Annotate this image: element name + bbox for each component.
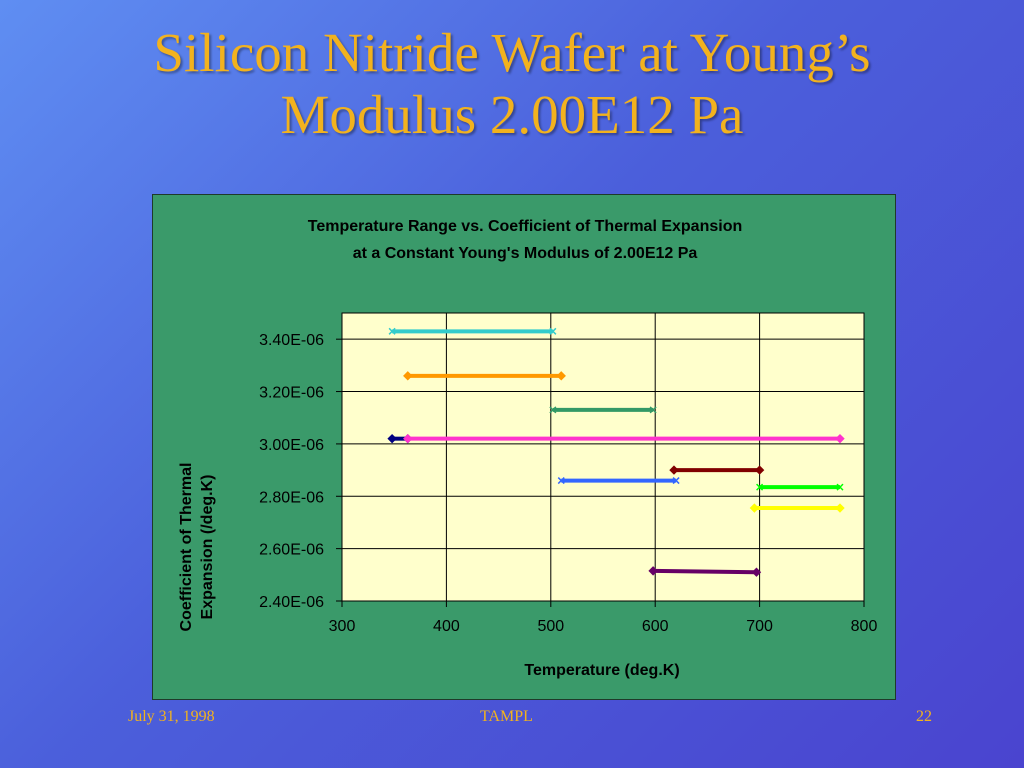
chart-title: Temperature Range vs. Coefficient of The… xyxy=(308,218,742,235)
data-point xyxy=(756,483,764,491)
chart-container: Temperature Range vs. Coefficient of The… xyxy=(152,194,896,700)
x-axis-label: Temperature (deg.K) xyxy=(524,662,679,679)
y-tick-label: 2.60E-06 xyxy=(259,542,324,559)
data-point xyxy=(556,371,566,381)
data-point xyxy=(835,433,845,444)
plot-area xyxy=(341,312,865,602)
series-6 xyxy=(669,465,765,475)
data-point xyxy=(403,433,413,444)
slide-title-line1: Silicon Nitride Wafer at Young’s xyxy=(153,22,871,83)
data-point xyxy=(388,327,396,335)
y-axis-label-line2: Expansion (/deg.K) xyxy=(199,475,216,620)
x-tick-label: 300 xyxy=(329,618,356,635)
series-2 xyxy=(403,371,566,381)
x-tick-label: 400 xyxy=(433,618,460,635)
slide-title: Silicon Nitride Wafer at Young’s Modulus… xyxy=(0,22,1024,146)
series-7 xyxy=(557,477,680,485)
y-tick-label: 3.00E-06 xyxy=(259,437,324,454)
x-tick-label: 700 xyxy=(746,618,773,635)
chart-svg: Temperature Range vs. Coefficient of The… xyxy=(178,218,877,679)
footer-page-number: 22 xyxy=(916,708,932,725)
data-point xyxy=(672,477,680,485)
x-tick-label: 500 xyxy=(537,618,564,635)
data-point xyxy=(751,567,762,577)
series-line xyxy=(653,568,757,575)
data-point xyxy=(669,465,679,475)
data-point xyxy=(836,483,844,491)
data-point xyxy=(403,371,413,381)
y-axis-label-line1: Coefficient of Thermal xyxy=(178,463,195,632)
y-tick-label: 3.40E-06 xyxy=(259,332,324,349)
tick-labels: 300 400 500 600 700 800 2.40E-06 2.60E-06 2.80E-… xyxy=(259,332,877,635)
chart-subtitle: at a Constant Young's Modulus of 2.00E12… xyxy=(353,245,698,262)
data-point xyxy=(649,406,657,414)
axes xyxy=(336,313,865,607)
grid-lines xyxy=(342,313,865,601)
series-3 xyxy=(549,406,657,414)
series-8 xyxy=(756,483,844,491)
data-point xyxy=(749,503,760,513)
y-tick-label: 3.20E-06 xyxy=(259,385,324,402)
data-point xyxy=(387,433,397,444)
data-point xyxy=(557,477,565,485)
data-point xyxy=(835,503,845,513)
y-tick-label: 2.40E-06 xyxy=(259,594,324,611)
footer-date: July 31, 1998 xyxy=(128,708,215,725)
y-tick-label: 2.80E-06 xyxy=(259,489,324,506)
data-point xyxy=(549,327,557,335)
x-tick-label: 600 xyxy=(642,618,669,635)
footer-org: TAMPL xyxy=(480,708,533,725)
y-axis-label: Coefficient of Thermal Expansion (/deg.K… xyxy=(178,463,216,632)
x-tick-label: 800 xyxy=(851,618,878,635)
slide-title-line2: Modulus 2.00E12 Pa xyxy=(280,84,744,145)
data-point xyxy=(549,406,557,414)
series-1 xyxy=(388,327,557,335)
series-9 xyxy=(749,503,845,513)
data-point xyxy=(648,566,658,576)
data-series xyxy=(387,327,845,577)
data-point xyxy=(754,465,765,475)
series-10 xyxy=(648,566,762,577)
series-5 xyxy=(403,433,845,444)
